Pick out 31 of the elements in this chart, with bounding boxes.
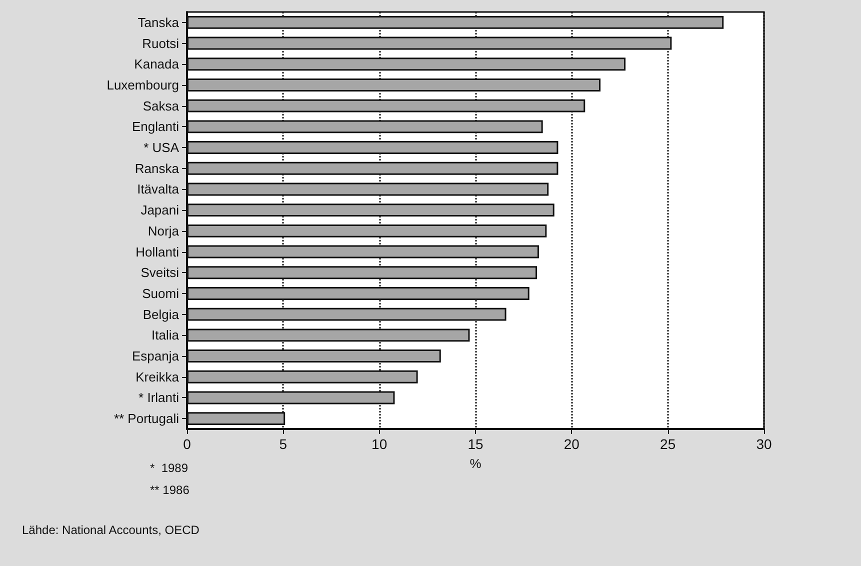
x-tick-label: 20 <box>564 436 580 452</box>
y-tick-label: Itävalta <box>137 182 180 197</box>
y-tick-label: Englanti <box>132 119 180 134</box>
x-tick-label: 0 <box>183 436 192 452</box>
y-tick-label: Saksa <box>142 98 180 114</box>
x-tick-label: 15 <box>468 436 484 452</box>
x-tick-label: 25 <box>660 436 676 452</box>
y-tick-label: Suomi <box>142 286 180 301</box>
y-tick-label: Kanada <box>134 56 180 72</box>
y-tick-label: * USA <box>144 140 180 156</box>
x-axis-title: % <box>470 456 482 471</box>
y-tick-label: * Irlanti <box>138 390 180 406</box>
text: Lähde: National Accounts, OECD <box>22 523 200 537</box>
x-tick-label: 5 <box>279 436 288 452</box>
y-tick-label: Norja <box>148 223 180 238</box>
y-tick-label: Ranska <box>134 160 180 176</box>
y-tick-label: Hollanti <box>136 244 180 260</box>
y-tick-label: Kreikka <box>136 369 180 384</box>
y-tick-label: Ruotsi <box>142 36 180 51</box>
y-tick-label: Tanska <box>138 14 180 30</box>
y-tick-label: Italia <box>152 328 180 343</box>
y-tick-label: Luxembourg <box>106 77 179 92</box>
y-tick-label: Espanja <box>132 348 180 364</box>
y-tick-label: Belgia <box>142 306 180 322</box>
y-tick-label: Sveitsi <box>140 265 180 280</box>
y-tick-label: Japani <box>140 202 180 218</box>
x-tick-label: 30 <box>756 436 772 452</box>
text: * 1989 <box>150 461 188 475</box>
text: ** 1986 <box>150 483 190 497</box>
x-tick-label: 10 <box>372 436 388 452</box>
y-tick-label: ** Portugali <box>114 411 180 426</box>
